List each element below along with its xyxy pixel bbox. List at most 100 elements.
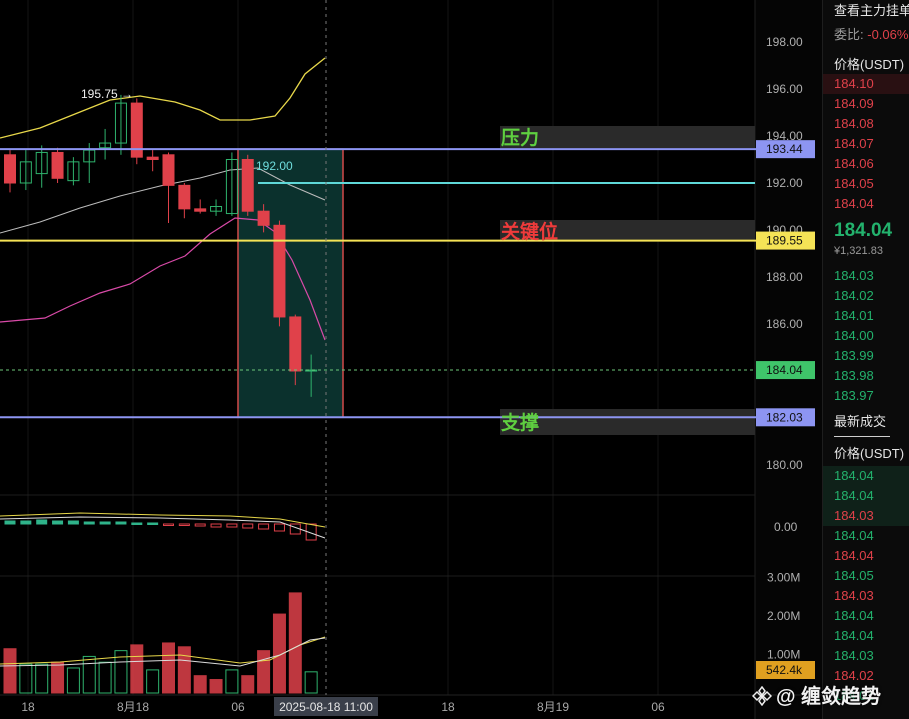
trade-row[interactable]: 184.01 xyxy=(834,688,874,703)
macd-bar xyxy=(226,523,238,528)
macd-bar xyxy=(99,521,111,525)
volume-bar xyxy=(209,679,223,694)
macd-signal-line xyxy=(0,516,326,539)
candle-body xyxy=(257,210,270,226)
volume-bar xyxy=(288,592,302,694)
volume-bar xyxy=(130,644,144,694)
ask-row[interactable]: 184.10 xyxy=(834,76,874,91)
ask-row-bg xyxy=(823,74,909,94)
ask-row[interactable]: 184.05 xyxy=(834,176,874,191)
trade-row[interactable]: 184.05 xyxy=(834,568,874,583)
ask-row[interactable]: 184.04 xyxy=(834,196,874,211)
x-tick-label: 18 xyxy=(441,700,455,714)
trade-row[interactable]: 184.04 xyxy=(834,468,874,483)
ask-row[interactable]: 184.09 xyxy=(834,96,874,111)
volume-bar xyxy=(304,671,318,694)
bid-row[interactable]: 184.00 xyxy=(834,328,874,343)
ask-row[interactable]: 184.07 xyxy=(834,136,874,151)
x-tick-label: 06 xyxy=(231,700,245,714)
level-192-annotation: 192.00 xyxy=(256,159,293,173)
chart-background xyxy=(0,0,822,719)
bid-row[interactable]: 184.02 xyxy=(834,288,874,303)
trades-price-header: 价格(USDT) xyxy=(834,446,905,461)
trade-row[interactable]: 184.04 xyxy=(834,488,874,503)
volume-bar xyxy=(114,650,128,694)
macd-bar xyxy=(305,523,317,541)
macd-bar xyxy=(273,523,285,532)
trade-row-bg xyxy=(823,506,909,526)
key-band xyxy=(500,220,755,240)
macd-bar xyxy=(4,520,16,525)
candle-body xyxy=(51,151,64,179)
macd-bar xyxy=(115,521,127,525)
last-price-tag: 184.04 xyxy=(766,363,803,377)
bid-row[interactable]: 183.99 xyxy=(834,348,874,363)
volume-tick-label: 3.00M xyxy=(767,571,800,585)
macd-bar xyxy=(131,522,143,525)
trade-row[interactable]: 184.04 xyxy=(834,528,874,543)
logo-icon xyxy=(752,686,772,706)
volume-bar xyxy=(162,642,175,694)
volume-bar xyxy=(193,675,207,694)
volume-bar xyxy=(19,663,33,694)
volume-bar xyxy=(35,663,49,694)
trade-row[interactable]: 184.04 xyxy=(834,548,874,563)
last-price-cny: ¥1,321.83 xyxy=(834,245,883,257)
crosshair-time-tag: 2025-08-18 11:00 xyxy=(279,700,373,714)
ask-row[interactable]: 184.06 xyxy=(834,156,874,171)
bollinger-lower-line xyxy=(0,217,326,341)
candle-body xyxy=(130,102,143,158)
volume-bar xyxy=(257,650,271,694)
candle-body xyxy=(273,224,286,318)
candle-body xyxy=(289,316,302,372)
orderbook-panel: 查看主力挂单 委比: -0.06% 价格(USDT) 184.04 ¥1,321… xyxy=(822,0,909,719)
high-annotation: 195.75 → xyxy=(81,87,133,101)
candle-body xyxy=(225,159,238,215)
ask-row[interactable]: 184.08 xyxy=(834,116,874,131)
macd-bar xyxy=(52,520,64,525)
candle-body xyxy=(241,159,254,212)
support-label: 支撑 xyxy=(500,411,539,434)
trades-tab-underline xyxy=(834,436,890,437)
volume-tick-label: 1.00M xyxy=(767,648,800,662)
watermark: @ 缠敛趋势 xyxy=(752,680,881,709)
y-tick-label: 192.00 xyxy=(766,176,803,190)
candle-body xyxy=(210,206,223,212)
candle-body xyxy=(4,154,16,184)
support-band xyxy=(500,409,755,435)
trade-row-bg xyxy=(823,486,909,506)
price-header: 价格(USDT) xyxy=(834,57,905,72)
volume-bar xyxy=(98,661,112,694)
key-level-label: 关键位 xyxy=(501,220,558,243)
y-tick-label: 188.00 xyxy=(766,270,803,284)
volume-bar xyxy=(82,655,96,694)
trade-row[interactable]: 184.04 xyxy=(834,608,874,623)
trades-title[interactable]: 最新成交 xyxy=(834,414,887,429)
trade-row[interactable]: 184.04 xyxy=(834,628,874,643)
bid-row[interactable]: 183.97 xyxy=(834,388,874,403)
trade-row[interactable]: 184.03 xyxy=(834,508,874,523)
bid-row[interactable]: 183.98 xyxy=(834,368,874,383)
y-tick-label: 186.00 xyxy=(766,317,803,331)
candle-body xyxy=(67,161,80,182)
candle-body xyxy=(178,184,191,210)
x-tick-label: 8月18 xyxy=(117,700,149,714)
candle-body xyxy=(99,142,112,149)
bollinger-upper-line xyxy=(0,57,326,139)
trade-row[interactable]: 184.03 xyxy=(834,588,874,603)
ratio-value: -0.06% xyxy=(867,27,909,42)
price-axis-panel xyxy=(755,0,822,719)
watermark-text: @ 缠敛趋势 xyxy=(776,686,882,708)
bollinger-mid-line xyxy=(0,167,326,234)
key-price-tag: 189.55 xyxy=(766,234,803,248)
bid-row[interactable]: 184.01 xyxy=(834,308,874,323)
bid-row[interactable]: 184.03 xyxy=(834,268,874,283)
candle-body xyxy=(194,208,207,212)
volume-bar xyxy=(225,669,239,694)
candle-body xyxy=(114,102,127,144)
trade-row[interactable]: 184.03 xyxy=(834,648,874,663)
macd-bar xyxy=(67,520,79,525)
main-orders-link[interactable]: 查看主力挂单 xyxy=(834,3,909,18)
trade-row[interactable]: 184.02 xyxy=(834,668,874,683)
